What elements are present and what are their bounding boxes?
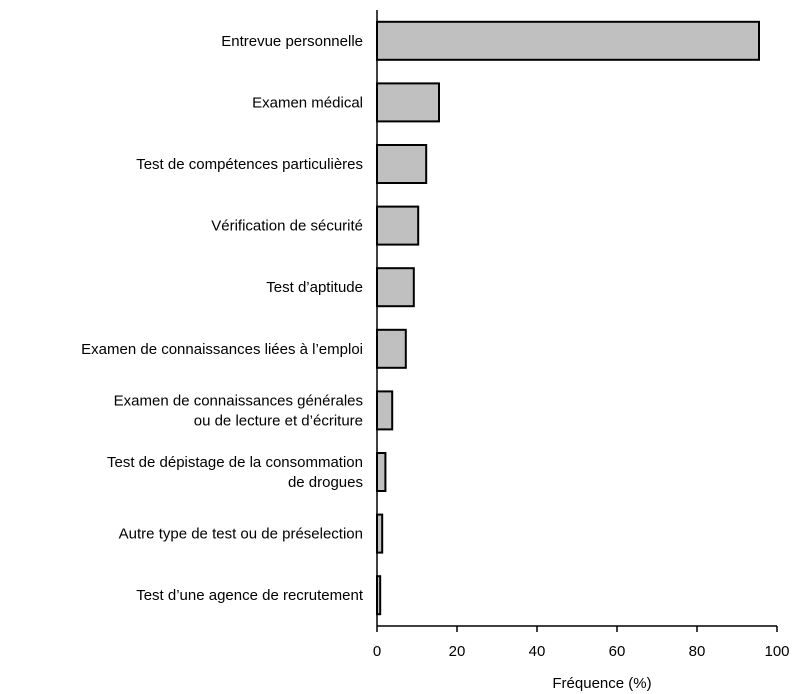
category-label: ou de lecture et d’écriture xyxy=(194,412,363,429)
bar xyxy=(376,513,384,554)
bar xyxy=(376,452,387,492)
category-label: Test d’aptitude xyxy=(266,279,363,296)
bars-group xyxy=(376,20,760,616)
bar xyxy=(376,82,440,123)
x-tick-label: 0 xyxy=(373,643,381,660)
category-label: Examen de connaissances liées à l’emploi xyxy=(81,341,363,358)
category-label: Autre type de test ou de préselection xyxy=(119,526,363,543)
category-label: Examen médical xyxy=(252,94,363,111)
category-label: de drogues xyxy=(288,474,363,491)
x-ticks-group: 0 20 40 60 80 100 xyxy=(373,626,790,660)
x-tick-label: 40 xyxy=(529,643,546,660)
x-tick-label: 100 xyxy=(764,643,789,660)
category-label: Vérification de sécurité xyxy=(211,218,363,235)
bar xyxy=(376,20,760,61)
x-tick-label: 60 xyxy=(609,643,626,660)
x-tick-label: 20 xyxy=(449,643,466,660)
bar xyxy=(376,144,428,184)
category-label: Test de compétences particulières xyxy=(136,156,363,173)
category-labels-group: Entrevue personnelle Examen médical Test d… xyxy=(81,33,364,604)
x-axis-title: Fréquence (%) xyxy=(552,675,651,692)
bar xyxy=(376,267,415,308)
bar xyxy=(376,390,394,431)
category-label: Test d’une agence de recrutement xyxy=(136,587,364,604)
bar xyxy=(376,205,420,246)
category-label: Test de dépistage de la consommation xyxy=(107,454,363,471)
category-label: Entrevue personnelle xyxy=(221,33,363,50)
bar xyxy=(376,328,407,369)
x-tick-label: 80 xyxy=(689,643,706,660)
category-label: Examen de connaissances générales xyxy=(114,392,363,409)
